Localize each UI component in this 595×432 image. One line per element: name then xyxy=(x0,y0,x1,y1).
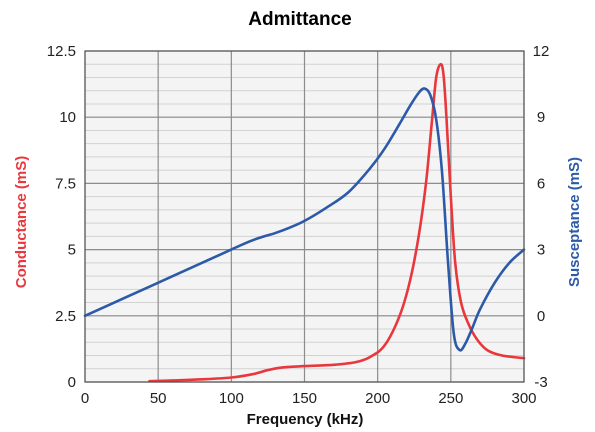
y-tick-label-left: 12.5 xyxy=(47,43,76,60)
susceptance-line xyxy=(83,87,526,352)
conductance-line xyxy=(148,62,526,383)
y-tick-label-right: 6 xyxy=(537,175,545,192)
y-tick-label-right: 9 xyxy=(537,109,545,126)
y-axis-label-right: Susceptance (mS) xyxy=(566,157,583,287)
x-tick-label: 250 xyxy=(438,390,463,407)
y-tick-label-left: 2.5 xyxy=(55,308,76,325)
y-axis-label-left: Conductance (mS) xyxy=(13,156,30,289)
chart-title: Admittance xyxy=(248,9,351,30)
y-tick-label-right: -3 xyxy=(534,374,547,391)
x-tick-label: 0 xyxy=(81,390,89,407)
y-tick-label-right: 12 xyxy=(533,43,550,60)
series-layer xyxy=(83,62,526,383)
x-tick-label: 100 xyxy=(219,390,244,407)
y-tick-label-left: 5 xyxy=(68,242,76,259)
tick-labels: 0 50 100 150 200 250 300 0 2.5 5 7.5 10 12.5 -3 0 3 6 9 12 xyxy=(47,43,550,407)
y-tick-label-right: 0 xyxy=(537,308,545,325)
y-tick-label-left: 10 xyxy=(59,109,76,126)
y-tick-label-left: 0 xyxy=(68,374,76,391)
plot-frame xyxy=(84,50,525,383)
x-tick-label: 300 xyxy=(511,390,536,407)
x-tick-label: 50 xyxy=(150,390,167,407)
x-tick-label: 150 xyxy=(292,390,317,407)
x-axis-label: Frequency (kHz) xyxy=(247,411,364,428)
y-tick-label-left: 7.5 xyxy=(55,175,76,192)
y-tick-label-right: 3 xyxy=(537,242,545,259)
x-tick-label: 200 xyxy=(365,390,390,407)
